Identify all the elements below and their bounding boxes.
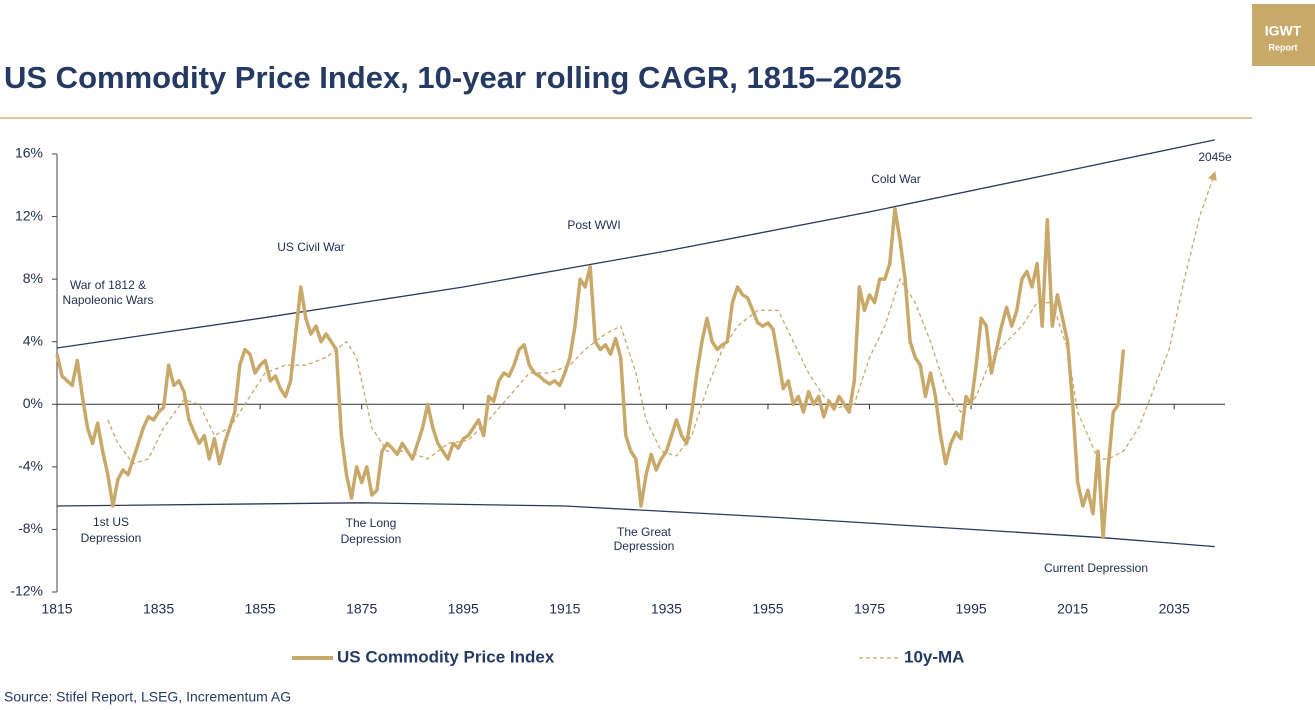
x-tick-label: 1915 [549, 601, 580, 617]
annotation: Cold War [871, 172, 921, 186]
chart-title: US Commodity Price Index, 10-year rollin… [4, 60, 902, 95]
x-tick-label: 2015 [1057, 601, 1088, 617]
legend-label: US Commodity Price Index [337, 647, 555, 666]
y-tick-label: 4% [23, 332, 43, 348]
source: Source: Stifel Report, LSEG, Incrementum… [4, 689, 291, 705]
annotation: War of 1812 & [70, 278, 146, 292]
x-tick-label: 1835 [143, 601, 174, 617]
x-tick-label: 2035 [1159, 601, 1190, 617]
annotation: Post WWI [567, 218, 620, 232]
trend-line [56, 139, 1215, 349]
annotation: Depression [341, 532, 402, 546]
x-tick-label: 1935 [651, 601, 682, 617]
annotation: The Long [346, 516, 397, 530]
annotation: Depression [614, 539, 675, 553]
y-tick-label: -4% [18, 458, 43, 474]
annotation: The Great [617, 525, 672, 539]
y-tick-label: -12% [10, 583, 43, 599]
price-line [55, 207, 1126, 540]
ma-line [107, 171, 1217, 465]
annotation: Current Depression [1044, 561, 1148, 575]
x-tick-label: 1895 [448, 601, 479, 617]
x-tick-label: 1815 [41, 601, 72, 617]
annotation: Depression [81, 531, 142, 545]
x-tick-label: 1955 [752, 601, 783, 617]
annotation: Napoleonic Wars [63, 293, 154, 307]
legend-label: 10y-MA [904, 647, 964, 666]
y-tick-label: -8% [18, 520, 43, 536]
y-tick-label: 8% [23, 270, 43, 286]
y-tick-label: 0% [23, 395, 43, 411]
y-tick-label: 12% [15, 207, 43, 223]
x-tick-label: 1995 [956, 601, 987, 617]
x-tick-label: 1975 [854, 601, 885, 617]
badge [1252, 4, 1315, 66]
annotation: US Civil War [277, 240, 345, 254]
badge-title: IGWT [1265, 23, 1302, 39]
trend-line [56, 502, 1215, 548]
annotation: 1st US [93, 515, 129, 529]
x-tick-label: 1855 [245, 601, 276, 617]
badge-sub: Report [1269, 42, 1298, 52]
x-tick-label: 1875 [346, 601, 377, 617]
annotation: 2045e [1198, 150, 1232, 164]
y-tick-label: 16% [15, 145, 43, 161]
